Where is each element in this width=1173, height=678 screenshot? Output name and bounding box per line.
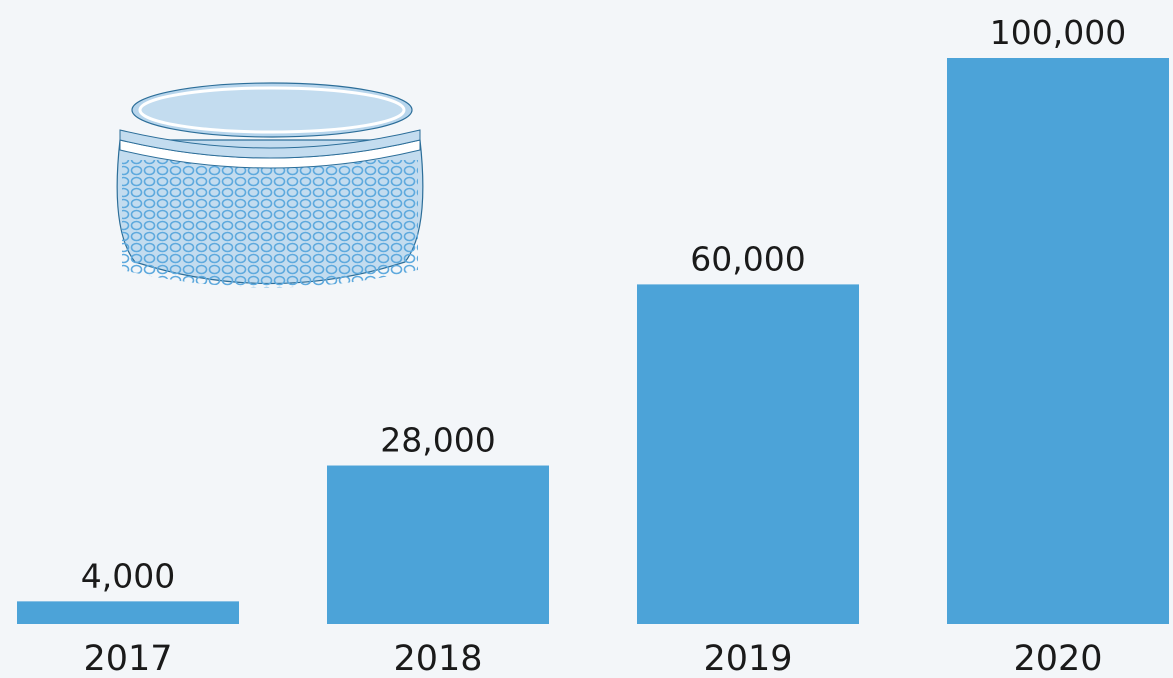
value-label-2018: 28,000 [380, 421, 495, 460]
bar-2020 [947, 58, 1169, 624]
value-label-2017: 4,000 [81, 556, 175, 595]
value-label-2020: 100,000 [990, 13, 1126, 52]
x-tick-label-2018: 2018 [393, 639, 482, 678]
x-tick-label-2017: 2017 [83, 639, 172, 678]
x-tick-label-2019: 2019 [703, 639, 792, 678]
bar-2019 [637, 284, 859, 624]
bar-series [17, 58, 1169, 624]
smart-speaker-icon [116, 82, 424, 288]
data-labels: 4,000 28,000 60,000 100,000 [81, 13, 1126, 595]
bar-2017 [17, 601, 239, 624]
value-label-2019: 60,000 [690, 239, 805, 278]
x-axis-tick-labels: 2017 2018 2019 2020 [83, 639, 1102, 678]
x-tick-label-2020: 2020 [1013, 639, 1102, 678]
bar-2018 [327, 465, 549, 624]
